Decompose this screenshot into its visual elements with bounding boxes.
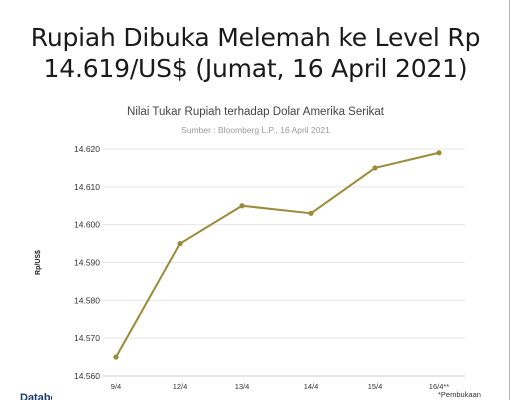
y-tick-label: 14.580: [74, 295, 100, 305]
data-point: [113, 354, 119, 360]
x-tick-label: 12/4: [173, 382, 188, 391]
x-tick-label: 15/4: [368, 382, 383, 391]
y-tick-label: 14.560: [74, 371, 100, 381]
x-tick-label: 13/4: [235, 382, 250, 391]
y-tick-label: 14.570: [74, 333, 100, 343]
data-point: [177, 240, 183, 247]
data-point: [308, 210, 314, 216]
x-tick-label: 9/4: [111, 382, 121, 391]
grid-lines: [103, 148, 465, 377]
chart-title: Nilai Tukar Rupiah terhadap Dolar Amerik…: [127, 106, 384, 118]
series-rupiah: [113, 150, 442, 360]
brand-logo-fragment: Databoks: [20, 393, 52, 400]
y-tick-label: 14.600: [74, 220, 100, 230]
series-line: [115, 151, 440, 358]
data-point: [239, 203, 245, 209]
y-axis-ticks: 14.560 14.570 14.580 14.590 14.600 14.610 14.6…: [74, 144, 100, 381]
y-tick-label: 14.590: [74, 258, 100, 268]
data-point: [436, 150, 442, 156]
headline-line-2: 14.619/US$ (Jumat, 16 April 2021): [43, 54, 468, 83]
footnote: *Pembukaan: [438, 390, 481, 399]
data-point: [372, 165, 378, 171]
y-tick-label: 14.610: [74, 182, 100, 192]
chart-source: Sumber : Bloomberg L.P., 16 April 2021: [181, 125, 330, 135]
x-tick-label: 14/4: [304, 382, 319, 391]
y-tick-label: 14.620: [74, 144, 100, 154]
headline-line-1: Rupiah Dibuka Melemah ke Level Rp: [30, 23, 481, 52]
x-axis-ticks: 9/4 12/4 13/4 14/4 15/4 16/4**: [111, 382, 450, 391]
headline: Rupiah Dibuka Melemah ke Level Rp 14.619…: [0, 22, 511, 84]
y-axis-label: Rp/US$: [35, 250, 42, 275]
x-tick-label: 16/4**: [429, 382, 450, 391]
